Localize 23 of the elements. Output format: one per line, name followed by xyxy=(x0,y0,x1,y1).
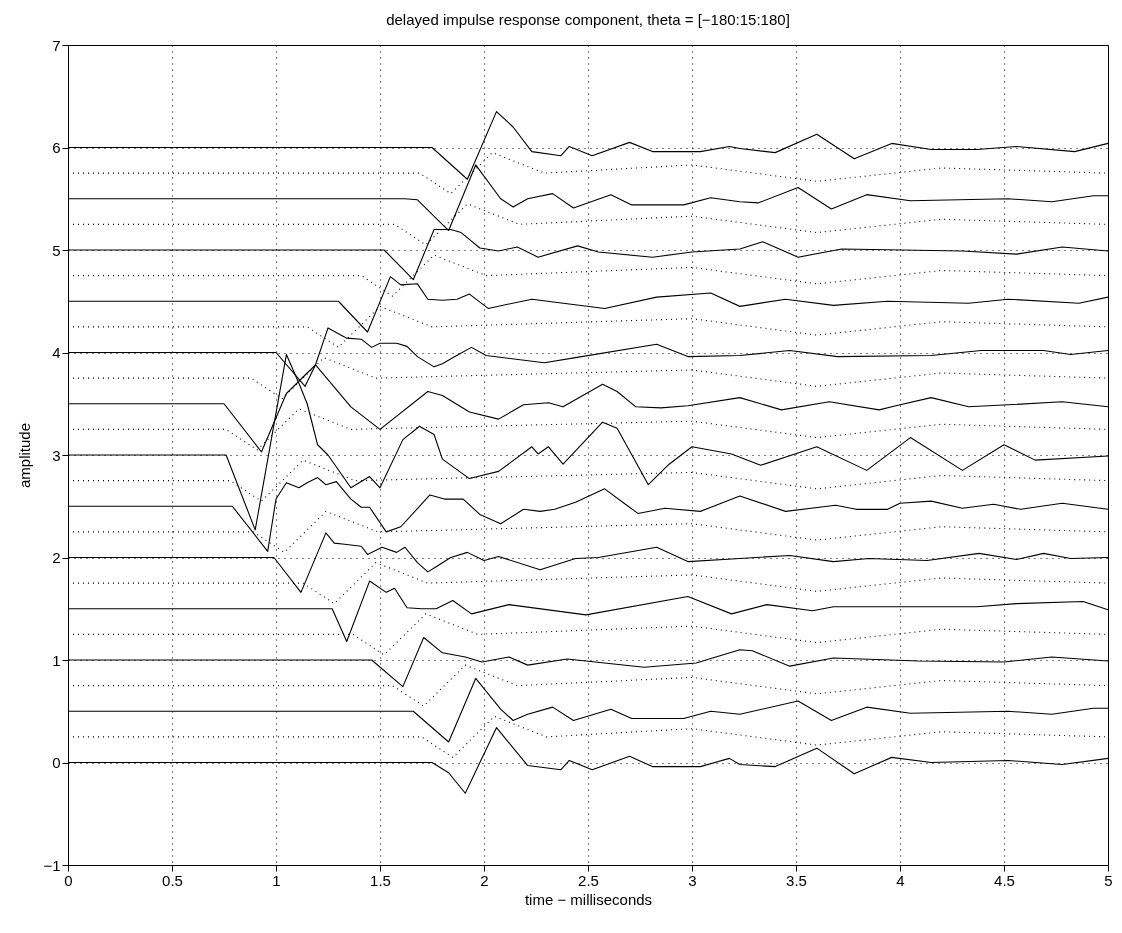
x-tick-label: 5 xyxy=(1104,871,1113,889)
y-tick-label: 0 xyxy=(52,754,61,771)
chart-title: delayed impulse response component, theta = [−180:15:180] xyxy=(386,11,790,28)
x-tick-label: 0.5 xyxy=(162,871,183,889)
y-tick-label: 3 xyxy=(52,446,61,464)
y-tick-label: 4 xyxy=(52,344,61,361)
y-tick-label: 6 xyxy=(52,139,61,156)
x-tick-label: 1.5 xyxy=(370,871,391,889)
y-tick-label: −1 xyxy=(43,856,61,874)
y-tick-label: 1 xyxy=(52,651,61,669)
y-tick-label: 7 xyxy=(52,36,61,54)
x-tick-label: 4.5 xyxy=(994,871,1015,889)
x-tick-label: 3 xyxy=(688,871,697,889)
x-tick-label: 1 xyxy=(272,871,281,889)
x-tick-label: 3.5 xyxy=(786,871,807,889)
y-tick-label: 5 xyxy=(52,241,61,259)
x-tick-label: 2.5 xyxy=(578,871,599,889)
x-tick-label: 2 xyxy=(480,871,489,889)
x-tick-label: 0 xyxy=(64,871,73,889)
x-axis-title: time − milliseconds xyxy=(524,890,653,908)
y-tick-label: 2 xyxy=(52,549,61,566)
y-axis-title: amplitude xyxy=(16,422,34,489)
x-tick-label: 4 xyxy=(896,871,905,889)
